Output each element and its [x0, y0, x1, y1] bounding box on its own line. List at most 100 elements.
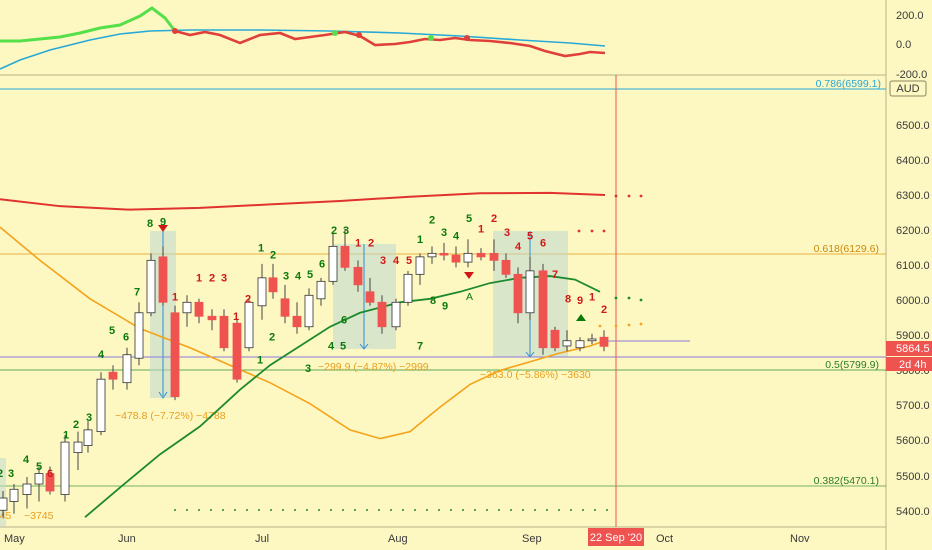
- projection-dot: [639, 298, 643, 302]
- time-tick-label: Oct: [656, 533, 673, 545]
- sequential-count: 3: [504, 227, 510, 239]
- sequential-count: 5: [406, 255, 412, 267]
- projection-dot: [627, 323, 631, 327]
- sequential-count: 4: [23, 454, 30, 466]
- candle-down: [232, 322, 242, 380]
- sequential-count: 2: [209, 272, 215, 284]
- sequential-count: 2: [0, 468, 3, 480]
- measure-arrow-head: [359, 343, 369, 350]
- candle-up: [575, 340, 585, 349]
- candle-up: [134, 312, 144, 359]
- sequential-count: 3: [305, 363, 311, 375]
- projection-dot: [174, 509, 176, 511]
- sell-arrow: [158, 225, 168, 232]
- projection-dot: [306, 509, 308, 511]
- candle-up: [83, 429, 93, 446]
- last-price-badge: [886, 341, 932, 356]
- projection-dot: [627, 296, 631, 300]
- candle-up: [0, 497, 8, 511]
- candle-up: [316, 280, 326, 300]
- top-tick-label: -200.0: [896, 69, 927, 81]
- annotation-label: A: [466, 291, 473, 303]
- buy-arrow: [576, 314, 586, 321]
- projection-dot: [402, 509, 404, 511]
- candle-down: [108, 371, 118, 380]
- red-ma-line: [0, 191, 606, 211]
- candle-down: [513, 273, 523, 314]
- candle-up: [587, 338, 597, 342]
- sequential-count: 4: [453, 230, 460, 242]
- candle-up: [562, 340, 572, 347]
- crosshair-date-label: 22 Sep '20: [590, 532, 642, 544]
- sequential-count: 1: [478, 223, 484, 235]
- projection-dot: [234, 509, 236, 511]
- projection-dot: [438, 509, 440, 511]
- time-tick-label: Jun: [118, 533, 136, 545]
- candle-down: [219, 315, 229, 349]
- candle-up: [257, 277, 267, 307]
- projection-dot: [594, 509, 596, 511]
- fib-level-0786[interactable]: 0.786(6599.1): [0, 78, 886, 90]
- currency-badge[interactable]: [889, 80, 927, 97]
- sequential-count: 3: [441, 227, 447, 239]
- candle-down: [550, 329, 560, 349]
- projection-dot: [354, 509, 356, 511]
- time-tick-label: Nov: [790, 533, 810, 545]
- projection-dot: [614, 324, 618, 328]
- sequential-count: 1: [257, 354, 263, 366]
- projection-dot: [577, 229, 581, 233]
- countdown-badge: [886, 357, 932, 371]
- projection-dot: [614, 296, 618, 300]
- time-tick-label: Sep: [522, 533, 542, 545]
- sequential-count: 3: [283, 271, 289, 283]
- candles: [0, 228, 609, 518]
- candle-up: [182, 301, 192, 314]
- price-tick-label: 5900.0: [896, 330, 930, 342]
- candle-down: [489, 252, 499, 261]
- projection-dot: [486, 509, 488, 511]
- orange-ma-line: [0, 226, 606, 440]
- fib-level-05[interactable]: 0.5(5799.9): [0, 359, 886, 371]
- time-tick-label: May: [4, 533, 25, 545]
- measure-label: −3745: [24, 510, 54, 522]
- fib-label: 0.382(5470.1): [814, 475, 879, 487]
- projection-dot: [366, 509, 368, 511]
- candle-up: [304, 294, 314, 328]
- sequential-count: 2: [269, 332, 275, 344]
- candle-down: [538, 270, 548, 349]
- candle-up: [122, 354, 132, 384]
- signal-line: [0, 29, 606, 70]
- fib-level-0382[interactable]: 0.382(5470.1): [0, 475, 886, 487]
- candle-down: [158, 256, 168, 303]
- sequential-count: 1: [258, 243, 264, 255]
- fib-label: 0.618(6129.6): [814, 243, 879, 255]
- sequential-count: 1: [233, 311, 239, 323]
- candle-down: [599, 336, 609, 347]
- candle-down: [170, 312, 180, 398]
- sequential-count: 4: [515, 241, 522, 253]
- projection-dot: [546, 509, 548, 511]
- projection-dot: [282, 509, 284, 511]
- price-tick-label: 5400.0: [896, 506, 930, 518]
- projection-dot: [426, 509, 428, 511]
- candle-up: [328, 245, 338, 282]
- projection-dot: [582, 509, 584, 511]
- oscillator-dot: [428, 35, 434, 41]
- projection-dot: [270, 509, 272, 511]
- candle-down: [377, 301, 387, 328]
- sequential-count: 5: [36, 461, 42, 473]
- candle-up: [73, 441, 83, 453]
- sequential-count: 8: [430, 295, 436, 307]
- candle-down: [45, 473, 55, 492]
- sequential-count: 5: [527, 230, 533, 242]
- projection-dot: [639, 194, 643, 198]
- sequential-count: 8: [147, 218, 153, 230]
- oscillator-dot: [332, 30, 338, 36]
- candle-down: [451, 254, 461, 263]
- candle-up: [96, 378, 106, 433]
- oscillator-dot: [172, 28, 178, 34]
- projection-dot: [462, 509, 464, 511]
- sequential-count: 9: [442, 300, 448, 312]
- top-tick-label: 0.0: [896, 39, 911, 51]
